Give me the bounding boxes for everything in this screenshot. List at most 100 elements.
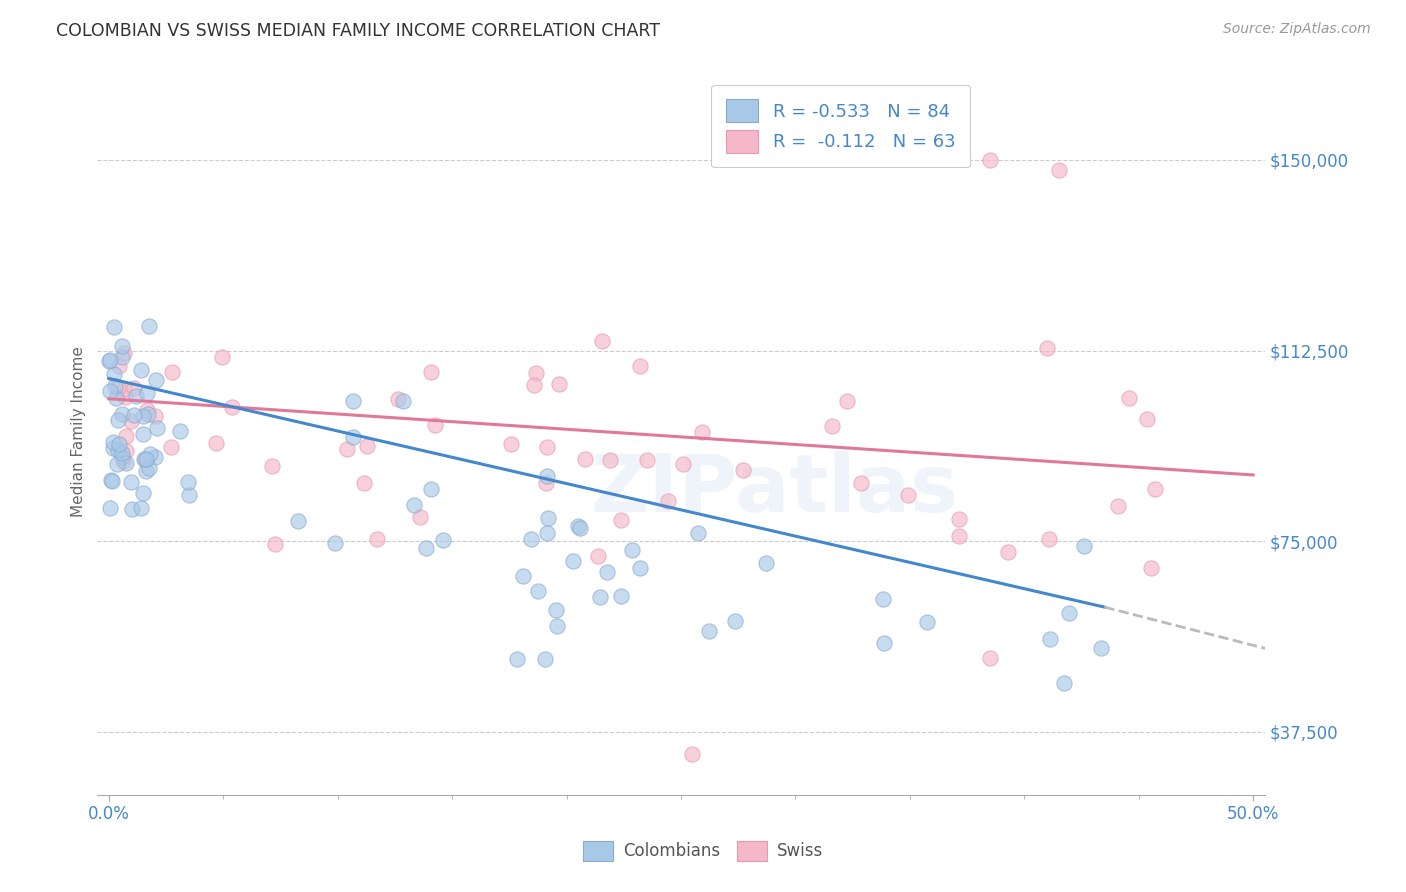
Point	[221, 400, 243, 414]
Point	[131, 409, 153, 423]
Point	[103, 320, 125, 334]
Point	[628, 359, 651, 374]
Point	[143, 409, 166, 424]
Point	[336, 442, 359, 457]
Point	[821, 419, 844, 434]
Point	[138, 318, 160, 333]
Point	[177, 475, 200, 489]
Text: Source: ZipAtlas.com: Source: ZipAtlas.com	[1223, 22, 1371, 37]
Point	[342, 430, 364, 444]
Point	[1057, 606, 1080, 620]
Point	[849, 476, 872, 491]
Point	[534, 652, 557, 666]
Point	[135, 452, 157, 467]
Point	[387, 392, 409, 406]
Point	[112, 345, 135, 359]
Point	[835, 394, 858, 409]
Point	[420, 483, 443, 497]
Point	[135, 464, 157, 478]
Point	[98, 384, 121, 398]
Point	[132, 485, 155, 500]
Point	[160, 366, 183, 380]
Point	[366, 533, 388, 547]
Point	[104, 379, 127, 393]
Point	[135, 403, 157, 417]
Point	[111, 446, 134, 460]
Point	[98, 500, 121, 515]
Point	[115, 429, 138, 443]
Point	[561, 554, 583, 568]
Y-axis label: Median Family Income: Median Family Income	[72, 346, 86, 517]
Point	[392, 394, 415, 409]
Point	[120, 414, 142, 428]
Point	[342, 393, 364, 408]
Point	[287, 515, 309, 529]
Point	[979, 153, 1001, 167]
Point	[425, 418, 447, 433]
Point	[103, 441, 125, 455]
Point	[129, 363, 152, 377]
Point	[177, 488, 200, 502]
Point	[169, 424, 191, 438]
Point	[107, 380, 129, 394]
Point	[1073, 539, 1095, 553]
Point	[534, 476, 557, 491]
Point	[120, 475, 142, 489]
Point	[636, 453, 658, 467]
Point	[97, 353, 120, 368]
Point	[409, 509, 432, 524]
Point	[589, 590, 612, 604]
Point	[523, 377, 546, 392]
Point	[620, 543, 643, 558]
Point	[107, 457, 129, 471]
Point	[569, 521, 592, 535]
Point	[103, 435, 125, 450]
Point	[596, 565, 619, 579]
Point	[129, 500, 152, 515]
Point	[897, 487, 920, 501]
Point	[103, 367, 125, 381]
Point	[1039, 632, 1062, 647]
Point	[524, 366, 547, 380]
Point	[567, 519, 589, 533]
Point	[115, 456, 138, 470]
Point	[546, 618, 568, 632]
Point	[205, 435, 228, 450]
Point	[574, 451, 596, 466]
Point	[536, 511, 558, 525]
Point	[115, 444, 138, 458]
Point	[948, 529, 970, 543]
Point	[512, 569, 534, 583]
Point	[111, 339, 134, 353]
Point	[536, 440, 558, 454]
Point	[107, 412, 129, 426]
Point	[135, 386, 157, 401]
Text: ZIPatlas: ZIPatlas	[591, 451, 959, 529]
Point	[688, 525, 710, 540]
Point	[672, 457, 695, 471]
Point	[997, 545, 1019, 559]
Point	[536, 526, 558, 541]
Point	[415, 541, 437, 555]
Point	[979, 651, 1001, 665]
Point	[630, 561, 652, 575]
Point	[1136, 412, 1159, 426]
Point	[872, 591, 894, 606]
Point	[1140, 561, 1163, 575]
Point	[353, 475, 375, 490]
Point	[263, 537, 285, 551]
Point	[101, 475, 124, 489]
Point	[544, 603, 567, 617]
Point	[143, 450, 166, 464]
Point	[755, 556, 778, 570]
Point	[108, 437, 131, 451]
Point	[723, 614, 745, 628]
Point	[111, 408, 134, 422]
Point	[948, 512, 970, 526]
Point	[873, 636, 896, 650]
Point	[547, 377, 569, 392]
Point	[112, 454, 135, 468]
Point	[681, 747, 703, 762]
Point	[211, 351, 233, 365]
Point	[108, 359, 131, 373]
